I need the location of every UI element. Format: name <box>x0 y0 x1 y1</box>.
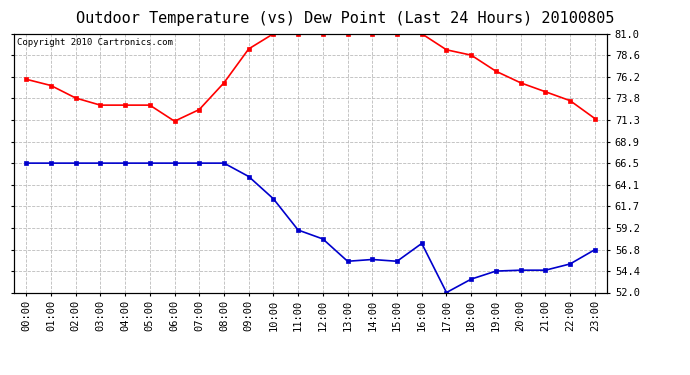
Text: Outdoor Temperature (vs) Dew Point (Last 24 Hours) 20100805: Outdoor Temperature (vs) Dew Point (Last… <box>76 11 614 26</box>
Text: Copyright 2010 Cartronics.com: Copyright 2010 Cartronics.com <box>17 38 172 46</box>
